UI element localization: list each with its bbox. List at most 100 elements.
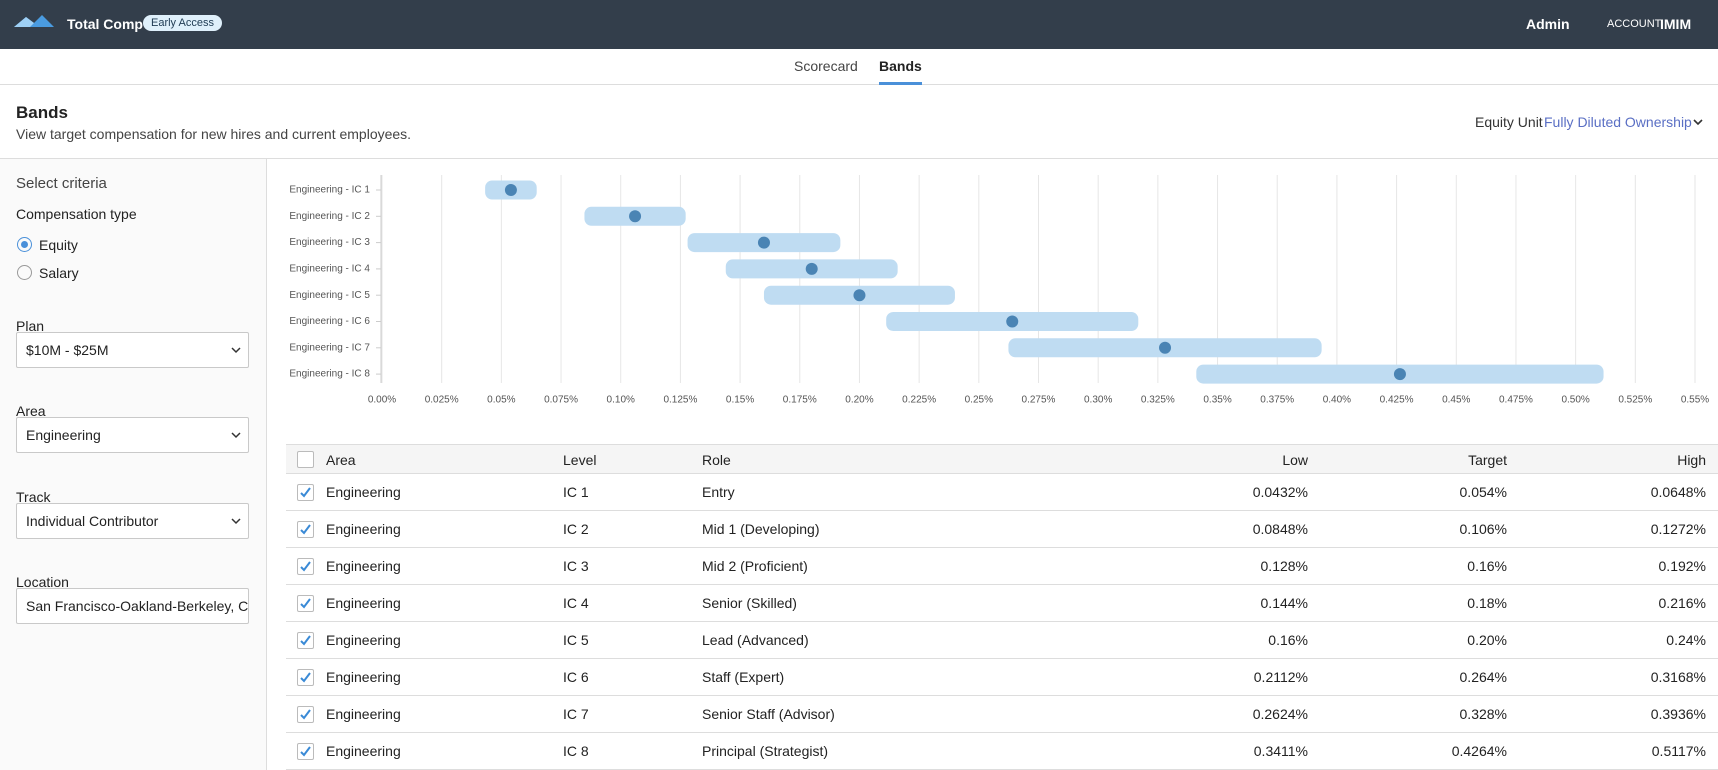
x-tick-label: 0.05% bbox=[487, 395, 515, 406]
table-cell: 0.054% bbox=[1459, 484, 1507, 500]
table-cell: Engineering bbox=[326, 632, 401, 648]
table-cell: 0.24% bbox=[1666, 632, 1706, 648]
select[interactable]: Individual Contributor bbox=[16, 503, 249, 539]
x-tick-label: 0.475% bbox=[1499, 395, 1533, 406]
table-cell: 0.18% bbox=[1467, 595, 1507, 611]
table-cell: 0.192% bbox=[1658, 558, 1706, 574]
tab[interactable]: Scorecard bbox=[794, 58, 858, 74]
x-tick-label: 0.375% bbox=[1260, 395, 1294, 406]
x-tick-label: 0.00% bbox=[368, 395, 396, 406]
table-cell: 0.2624% bbox=[1252, 706, 1308, 722]
badge: Early Access bbox=[143, 15, 222, 31]
page-header: Bands View target compensation for new h… bbox=[0, 85, 1718, 159]
table-cell: Engineering bbox=[326, 558, 401, 574]
x-tick-label: 0.15% bbox=[726, 395, 754, 406]
logo bbox=[14, 15, 54, 27]
account-name[interactable]: IMIM bbox=[1660, 16, 1692, 32]
table-cell: IC 4 bbox=[563, 595, 589, 611]
tab-bar: Scorecard Bands bbox=[0, 49, 1718, 85]
table-cell: Principal (Strategist) bbox=[702, 743, 829, 759]
x-tick-label: 0.25% bbox=[965, 395, 993, 406]
field-value: Individual Contributor bbox=[26, 513, 159, 529]
table-cell: IC 5 bbox=[563, 632, 589, 648]
target-dot bbox=[757, 236, 770, 249]
table-cell: 0.16% bbox=[1467, 558, 1507, 574]
checkbox[interactable] bbox=[297, 451, 314, 468]
x-tick-label: 0.40% bbox=[1323, 395, 1351, 406]
checkbox-checked[interactable] bbox=[297, 743, 314, 760]
table-cell: 0.5117% bbox=[1651, 743, 1706, 759]
table-cell: Mid 2 (Proficient) bbox=[702, 558, 808, 574]
column-header: Level bbox=[563, 452, 597, 468]
sidebar bbox=[0, 159, 267, 770]
check-path bbox=[300, 598, 311, 609]
y-tick-label: Engineering - IC 3 bbox=[289, 237, 370, 248]
chevron bbox=[231, 518, 241, 525]
checkbox-checked[interactable] bbox=[297, 484, 314, 501]
chevron-path bbox=[231, 518, 241, 525]
select[interactable]: $10M - $25M bbox=[16, 332, 249, 368]
y-tick-label: Engineering - IC 6 bbox=[289, 316, 370, 327]
radio-checked[interactable] bbox=[17, 237, 32, 252]
table-cell: 0.128% bbox=[1260, 558, 1308, 574]
checkbox-checked[interactable] bbox=[297, 669, 314, 686]
checkbox-checked[interactable] bbox=[297, 558, 314, 575]
table-cell: IC 6 bbox=[563, 669, 589, 685]
target-dot bbox=[629, 210, 642, 223]
table-cell: 0.20% bbox=[1467, 632, 1507, 648]
table-cell: Mid 1 (Developing) bbox=[702, 521, 820, 537]
y-tick-label: Engineering - IC 2 bbox=[289, 211, 370, 222]
field-label: Track bbox=[16, 489, 51, 505]
y-tick-label: Engineering - IC 5 bbox=[289, 290, 370, 301]
admin-link[interactable]: Admin bbox=[1526, 16, 1570, 32]
checkbox-checked[interactable] bbox=[297, 632, 314, 649]
target-dot bbox=[1006, 315, 1019, 328]
column-header: Area bbox=[326, 452, 356, 468]
x-tick-label: 0.35% bbox=[1203, 395, 1231, 406]
checkbox-checked[interactable] bbox=[297, 706, 314, 723]
x-tick-label: 0.325% bbox=[1141, 395, 1175, 406]
target-dot bbox=[1393, 368, 1406, 381]
field-label: Plan bbox=[16, 318, 45, 334]
check-path bbox=[300, 746, 311, 757]
equity-unit-select[interactable]: Fully Diluted Ownership bbox=[1544, 114, 1692, 130]
select[interactable]: Engineering bbox=[16, 417, 249, 453]
page-subtitle: View target compensation for new hires a… bbox=[16, 126, 412, 142]
table-row: Engineering IC 1 Entry 0.0432% 0.054% 0.0648% bbox=[286, 474, 1718, 511]
radio[interactable] bbox=[17, 265, 32, 280]
table-row: Engineering IC 5 Lead (Advanced) 0.16% 0.20%… bbox=[286, 622, 1718, 659]
table-cell: 0.1272% bbox=[1650, 521, 1706, 537]
target-dot bbox=[853, 289, 866, 302]
radio-label[interactable]: Equity bbox=[39, 237, 78, 253]
checkbox-checked[interactable] bbox=[297, 595, 314, 612]
table-cell: 0.3936% bbox=[1650, 706, 1706, 722]
check-path bbox=[300, 672, 311, 683]
target-dot bbox=[504, 184, 517, 196]
x-tick-label: 0.025% bbox=[425, 395, 459, 406]
input[interactable]: San Francisco-Oakland-Berkeley, C. bbox=[16, 588, 249, 624]
chevron-path bbox=[231, 432, 241, 439]
target-dot bbox=[805, 262, 818, 275]
table-cell: Engineering bbox=[326, 521, 401, 537]
tab-active[interactable]: Bands bbox=[879, 58, 922, 85]
check-path bbox=[300, 709, 311, 720]
top-bar: Total Comp Early Access Admin ACCOUNT IM… bbox=[0, 0, 1718, 49]
x-tick-label: 0.275% bbox=[1022, 395, 1056, 406]
x-tick-label: 0.30% bbox=[1084, 395, 1112, 406]
column-header: High bbox=[1677, 452, 1706, 468]
field-label: Compensation type bbox=[16, 206, 137, 222]
radio-label[interactable]: Salary bbox=[39, 265, 79, 281]
y-tick-label: Engineering - IC 8 bbox=[289, 369, 370, 380]
table-cell: Senior (Skilled) bbox=[702, 595, 797, 611]
table-cell: Engineering bbox=[326, 595, 401, 611]
table-cell: 0.264% bbox=[1459, 669, 1507, 685]
table-cell: Engineering bbox=[326, 743, 401, 759]
chart: 0.00% 0.025% 0.05% 0.075% 0.10% 0.125% 0.15% 0.… bbox=[289, 175, 1709, 406]
table-cell: 0.144% bbox=[1260, 595, 1308, 611]
table-cell: Senior Staff (Advisor) bbox=[702, 706, 835, 722]
table-cell: 0.216% bbox=[1658, 595, 1706, 611]
check bbox=[300, 524, 311, 535]
checkbox-checked[interactable] bbox=[297, 521, 314, 538]
table-cell: Lead (Advanced) bbox=[702, 632, 809, 648]
check bbox=[300, 635, 311, 646]
